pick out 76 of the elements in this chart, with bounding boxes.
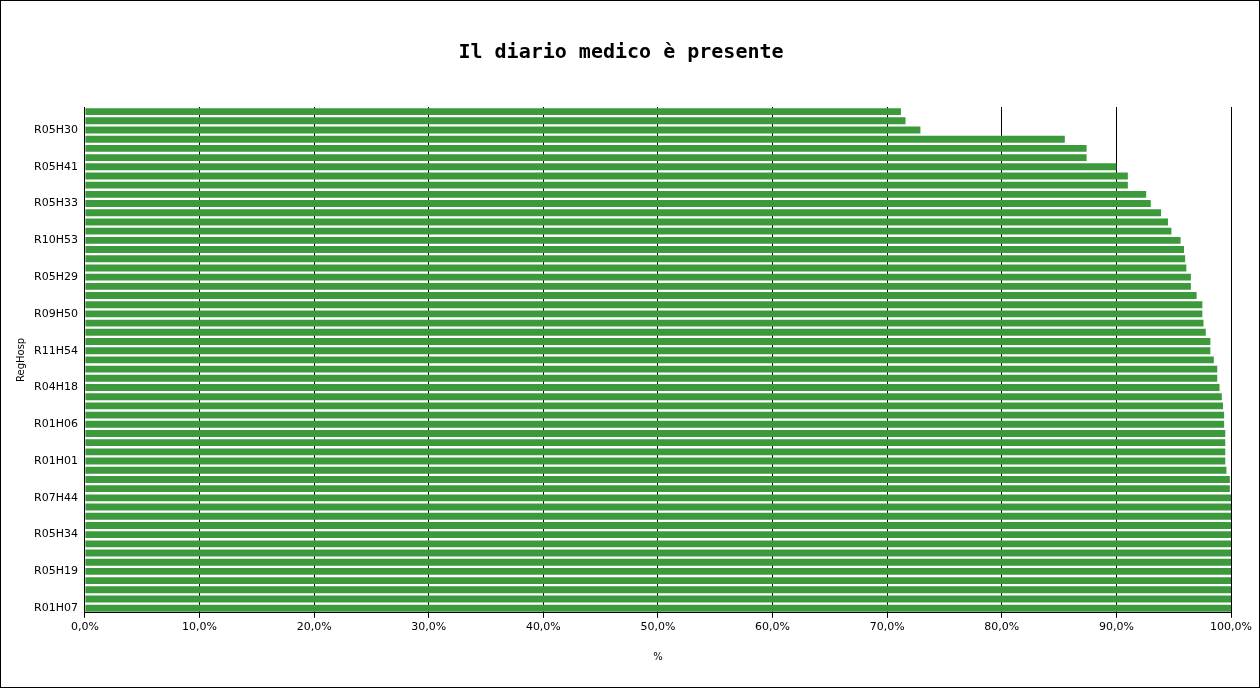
- x-tick-label: 30,0%: [411, 620, 447, 634]
- bar: [85, 420, 1225, 428]
- x-axis-title: %: [653, 650, 663, 662]
- bar: [85, 273, 1191, 281]
- x-tick-label: 60,0%: [755, 620, 791, 634]
- bar: [85, 466, 1227, 474]
- x-tick-label: 80,0%: [984, 620, 1020, 634]
- bar: [85, 301, 1203, 309]
- y-tick-label: R05H19: [33, 564, 78, 578]
- bar: [85, 319, 1204, 327]
- chart-title: Il diario medico è presente: [458, 39, 784, 64]
- y-tick-label: R01H06: [33, 417, 78, 431]
- y-tick-label: R05H34: [33, 527, 78, 541]
- x-tick-label: 50,0%: [640, 620, 676, 634]
- bar: [85, 264, 1187, 272]
- bar: [85, 430, 1226, 437]
- bar: [85, 521, 1231, 529]
- y-tick-label: R01H01: [33, 453, 78, 467]
- bar: [85, 402, 1223, 410]
- y-tick-label: R04H18: [33, 380, 78, 394]
- bar: [85, 356, 1214, 364]
- bar: [85, 411, 1225, 419]
- y-tick-label: R11H54: [33, 343, 78, 357]
- bar: [85, 365, 1218, 373]
- bar: [85, 384, 1220, 391]
- y-tick-label: R05H33: [33, 196, 78, 210]
- bar: [85, 540, 1231, 548]
- x-tick-label: 70,0%: [869, 620, 905, 634]
- bar: [85, 144, 1087, 152]
- bar: [85, 512, 1231, 520]
- bar: [85, 154, 1087, 162]
- bar: [85, 393, 1222, 401]
- y-tick-label: R05H29: [33, 269, 78, 283]
- x-tick-label: 20,0%: [296, 620, 332, 634]
- bar: [85, 190, 1147, 198]
- bar: [85, 439, 1226, 447]
- bar: [85, 255, 1186, 263]
- bar: [85, 282, 1191, 290]
- bar: [85, 310, 1203, 318]
- bar: [85, 108, 901, 116]
- y-tick-label: R05H41: [33, 159, 78, 173]
- bar: [85, 209, 1162, 217]
- bar: [85, 163, 1117, 171]
- bar: [85, 577, 1231, 585]
- bar: [85, 485, 1230, 493]
- bar: [85, 567, 1231, 575]
- bar: [85, 227, 1172, 235]
- bar: [85, 586, 1231, 594]
- bar: [85, 292, 1197, 299]
- x-tick-label: 100,0%: [1210, 620, 1252, 634]
- bar: [85, 558, 1231, 566]
- bar: [85, 200, 1151, 208]
- bar: [85, 181, 1128, 189]
- bar: [85, 338, 1211, 345]
- bar: [85, 531, 1231, 539]
- bar: [85, 246, 1185, 253]
- bar: [85, 374, 1218, 382]
- x-tick-label: 40,0%: [525, 620, 561, 634]
- x-tick-label: 90,0%: [1098, 620, 1134, 634]
- y-tick-label: R05H30: [33, 122, 78, 136]
- x-tick-label: 10,0%: [182, 620, 217, 634]
- y-tick-label: R01H07: [33, 601, 78, 615]
- bar: [85, 328, 1206, 336]
- bar: [85, 494, 1231, 502]
- y-tick-label: R07H44: [33, 490, 78, 504]
- bar: [85, 448, 1226, 456]
- bar: [85, 236, 1181, 244]
- bar: [85, 135, 1065, 143]
- bar: [85, 457, 1226, 465]
- bar: [85, 117, 906, 125]
- x-tick-label: 0,0%: [70, 620, 99, 634]
- y-tick-label: R10H53: [33, 233, 78, 247]
- bar: [85, 476, 1230, 483]
- y-tick-label: R09H50: [33, 306, 78, 320]
- y-axis-title: RegHosp: [14, 337, 26, 382]
- bar: [85, 347, 1211, 355]
